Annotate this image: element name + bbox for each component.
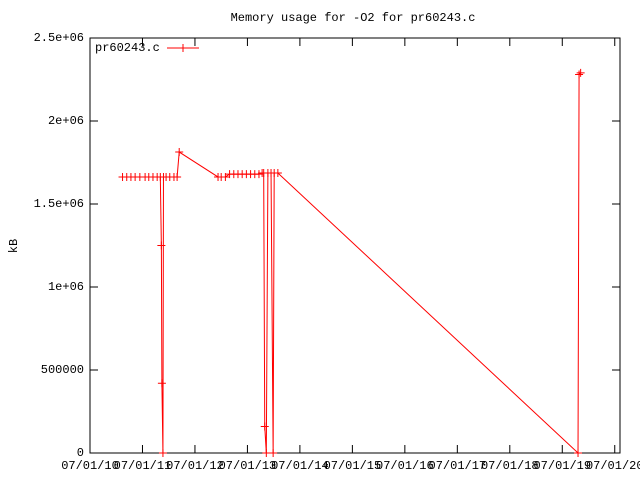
x-tick-label: 07/01/17: [429, 459, 487, 473]
point-marker: [273, 168, 282, 177]
point-marker: [157, 379, 166, 388]
x-tick-label: 07/01/20: [586, 459, 640, 473]
x-tick-label: 07/01/15: [324, 459, 382, 473]
point-marker: [260, 422, 269, 431]
point-marker: [158, 449, 167, 457]
x-tick-label: 07/01/10: [61, 459, 119, 473]
x-tick-label: 07/01/19: [533, 459, 591, 473]
y-tick-label: 2e+06: [48, 114, 84, 128]
point-marker: [175, 148, 184, 157]
series-line: [122, 72, 582, 455]
x-tick-label: 07/01/13: [219, 459, 277, 473]
point-marker: [576, 68, 585, 77]
point-marker: [269, 449, 278, 457]
point-marker: [179, 44, 187, 52]
x-tick-label: 07/01/16: [376, 459, 434, 473]
point-marker: [157, 241, 166, 250]
x-tick-label: 07/01/11: [114, 459, 172, 473]
point-marker: [221, 172, 230, 181]
y-tick-label: 500000: [41, 363, 84, 377]
y-tick-label: 0: [77, 446, 84, 460]
x-tick-label: 07/01/18: [481, 459, 539, 473]
y-tick-label: 1.5e+06: [34, 197, 84, 211]
legend-label: pr60243.c: [95, 41, 160, 55]
plot-border: [89, 37, 621, 454]
x-tick-label: 07/01/12: [166, 459, 224, 473]
x-tick-label: 07/01/14: [271, 459, 329, 473]
y-tick-label: 2.5e+06: [34, 31, 84, 45]
point-marker: [574, 449, 583, 457]
chart-title: Memory usage for -O2 for pr60243.c: [231, 11, 476, 25]
point-marker: [262, 449, 271, 457]
y-axis-label: kB: [7, 239, 21, 253]
point-marker: [173, 172, 182, 181]
point-marker: [575, 70, 584, 79]
y-tick-label: 1e+06: [48, 280, 84, 294]
